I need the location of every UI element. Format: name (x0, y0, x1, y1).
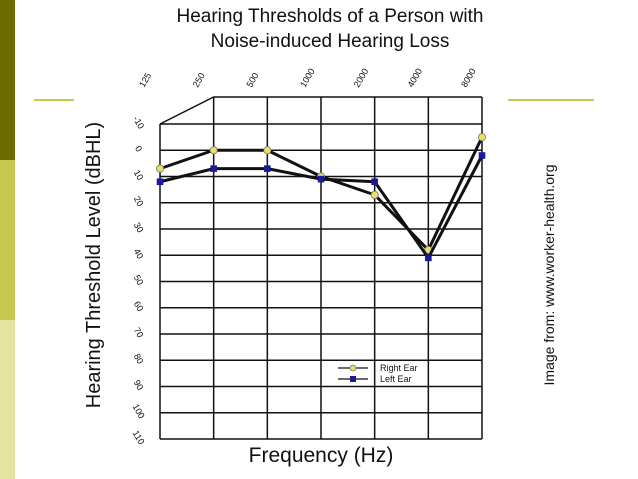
x-axis-label: Frequency (Hz) (248, 444, 394, 467)
y-tick-label: 40 (132, 247, 146, 261)
y-tick-label: 80 (132, 352, 146, 366)
data-point-right-ear (370, 190, 379, 199)
x-tick-label: 8000 (459, 67, 478, 89)
divider-left (34, 99, 74, 101)
data-point-left-ear (264, 165, 271, 172)
data-point-right-ear (155, 164, 164, 173)
accent-band-mid (0, 160, 15, 320)
legend-label: Left Ear (380, 374, 412, 384)
y-tick-label: 0 (133, 144, 144, 153)
y-tick-label: 90 (132, 378, 146, 392)
data-point-left-ear (317, 175, 325, 183)
accent-band-light (0, 320, 15, 479)
legend-label: Right Ear (380, 363, 418, 373)
data-point-left-ear (478, 152, 486, 159)
x-tick-label: 1000 (298, 67, 317, 89)
data-point-left-ear (210, 165, 217, 172)
x-tick-label: 4000 (405, 67, 424, 89)
chart-title: Hearing Thresholds of a Person with Nois… (110, 4, 550, 54)
legend-marker (349, 364, 357, 372)
accent-band-dark (0, 0, 15, 160)
y-tick-label: 60 (132, 299, 146, 313)
data-point-right-ear (263, 146, 272, 155)
x-tick-label: 125 (137, 71, 153, 89)
data-point-left-ear (425, 254, 432, 262)
chart-title-line-2: Noise-induced Hearing Loss (210, 31, 450, 52)
data-point-right-ear (477, 133, 486, 142)
image-credit: Image from: www.worker-health.org (541, 164, 557, 386)
y-tick-label: 10 (132, 168, 146, 182)
data-point-left-ear (371, 178, 378, 186)
x-tick-label: 250 (191, 71, 207, 89)
y-tick-label: 70 (132, 326, 146, 340)
x-tick-label: 500 (244, 71, 260, 89)
legend-marker (350, 376, 356, 382)
data-point-right-ear (209, 146, 218, 155)
y-tick-label: 50 (132, 273, 146, 287)
y-axis-label: Hearing Threshold Level (dBHL) (83, 121, 105, 409)
y-tick-label: -10 (131, 114, 146, 130)
y-tick-label: 110 (131, 429, 147, 446)
divider-right (508, 99, 594, 101)
chart-title-line-1: Hearing Thresholds of a Person with (176, 6, 484, 27)
x-tick-label: 2000 (352, 67, 371, 89)
y-tick-label: 30 (132, 221, 146, 235)
data-point-left-ear (156, 178, 164, 186)
y-tick-label: 100 (131, 402, 147, 420)
y-tick-label: 20 (132, 194, 146, 208)
